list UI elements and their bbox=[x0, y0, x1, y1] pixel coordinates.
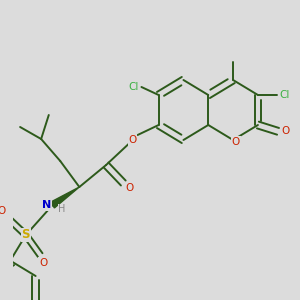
Text: O: O bbox=[232, 137, 240, 147]
Polygon shape bbox=[51, 187, 79, 208]
Text: O: O bbox=[0, 206, 6, 216]
Text: S: S bbox=[22, 229, 30, 242]
Text: O: O bbox=[129, 135, 137, 145]
Text: H: H bbox=[58, 204, 66, 214]
Text: O: O bbox=[282, 126, 290, 136]
Text: O: O bbox=[125, 183, 133, 193]
Text: Cl: Cl bbox=[280, 90, 290, 100]
Text: O: O bbox=[39, 258, 47, 268]
Text: N: N bbox=[42, 200, 52, 210]
Text: Cl: Cl bbox=[129, 82, 139, 92]
